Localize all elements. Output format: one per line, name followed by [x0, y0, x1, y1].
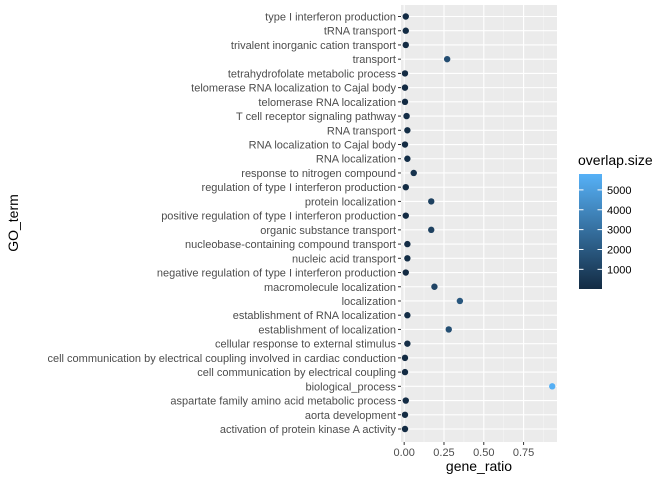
y-tick-label: organic substance transport: [260, 225, 396, 237]
y-tick-label: nucleobase-containing compound transport: [185, 239, 396, 251]
x-tick-label: 0.00: [393, 447, 414, 459]
data-point: [431, 283, 438, 290]
y-tick-label: telomerase RNA localization: [258, 97, 396, 109]
data-point: [402, 13, 409, 20]
y-tick-label: trivalent inorganic cation transport: [231, 40, 396, 52]
x-tick-label: 0.75: [513, 447, 534, 459]
data-point: [401, 354, 409, 362]
legend-tick-label: 4000: [607, 205, 631, 217]
data-point: [402, 27, 409, 34]
data-point: [401, 84, 409, 91]
y-tick-label: regulation of type I interferon producti…: [202, 182, 396, 194]
y-tick-label: tRNA transport: [324, 26, 396, 38]
data-point: [401, 98, 409, 106]
data-point: [401, 368, 409, 376]
data-point: [403, 112, 410, 120]
y-axis-title: GO_term: [5, 194, 21, 252]
y-tick-label: protein localization: [305, 196, 396, 208]
y-tick-label: tetrahydrofolate metabolic process: [228, 68, 397, 80]
y-tick-label: aorta development: [305, 410, 396, 422]
y-tick-label: RNA transport: [327, 125, 396, 137]
y-tick-label: activation of protein kinase A activity: [220, 424, 397, 436]
y-tick-label: response to nitrogen compound: [241, 168, 396, 180]
data-point: [402, 183, 409, 191]
y-tick-label: nucleic acid transport: [292, 253, 396, 265]
data-point: [404, 155, 411, 162]
data-point: [401, 141, 409, 148]
legend-tick-label: 3000: [607, 225, 631, 237]
data-point: [410, 169, 417, 177]
data-point: [401, 411, 409, 418]
data-point: [443, 55, 451, 63]
y-tick-label: biological_process: [306, 381, 397, 393]
y-tick-label: cellular response to external stimulus: [215, 339, 396, 351]
data-point: [402, 41, 409, 49]
legend-colorbar: [579, 174, 602, 289]
y-tick-label: RNA localization to Cajal body: [249, 140, 397, 152]
data-point: [401, 70, 409, 77]
x-tick-label: 0.25: [433, 447, 454, 459]
y-tick-label: localization: [342, 296, 396, 308]
legend-tick-label: 2000: [607, 244, 631, 256]
y-tick-label: cell communication by electrical couplin…: [47, 353, 396, 365]
y-axis-ticks: type I interferon production tRNA transpo…: [47, 12, 401, 436]
x-axis-ticks: 0.00 0.25 0.50 0.75: [393, 442, 534, 459]
y-tick-label: negative regulation of type I interferon…: [157, 268, 396, 280]
data-point: [404, 255, 411, 262]
y-tick-label: telomerase RNA localization to Cajal bod…: [191, 83, 396, 95]
y-tick-label: cell communication by electrical couplin…: [197, 367, 396, 379]
data-point: [404, 127, 411, 134]
data-point: [445, 326, 452, 333]
legend-tick-label: 1000: [607, 264, 631, 276]
data-point: [456, 297, 464, 305]
legend-colorbar-ticks: 1000 2000 3000 4000 5000: [579, 185, 631, 276]
data-point: [428, 198, 435, 205]
data-point: [404, 240, 411, 248]
y-tick-label: establishment of localization: [258, 324, 396, 336]
data-points: [401, 13, 556, 433]
y-tick-label: positive regulation of type I interferon…: [161, 211, 396, 223]
plot-panel: [401, 5, 557, 442]
major-gridlines: [401, 5, 557, 442]
data-point: [404, 340, 411, 347]
data-point: [404, 312, 411, 319]
y-tick-label: macromolecule localization: [264, 282, 396, 294]
y-tick-label: RNA localization: [316, 154, 396, 166]
legend: overlap.size 1000 2000 3000 4000 5000: [578, 152, 653, 289]
y-tick-label: T cell receptor signaling pathway: [236, 111, 396, 123]
y-tick-label: type I interferon production: [265, 12, 396, 24]
y-tick-label: transport: [353, 54, 396, 66]
data-point: [401, 425, 409, 433]
data-point: [402, 269, 409, 276]
legend-title: overlap.size: [578, 152, 653, 168]
x-tick-label: 0.50: [473, 447, 494, 459]
y-tick-label: establishment of RNA localization: [233, 310, 396, 322]
data-point: [402, 212, 409, 219]
x-axis-title: gene_ratio: [446, 458, 512, 474]
data-point: [549, 383, 556, 390]
legend-tick-label: 5000: [607, 185, 631, 197]
y-tick-label: aspartate family amino acid metabolic pr…: [170, 396, 396, 408]
data-point: [428, 226, 435, 234]
minor-gridlines: [423, 5, 544, 442]
data-point: [402, 397, 409, 404]
